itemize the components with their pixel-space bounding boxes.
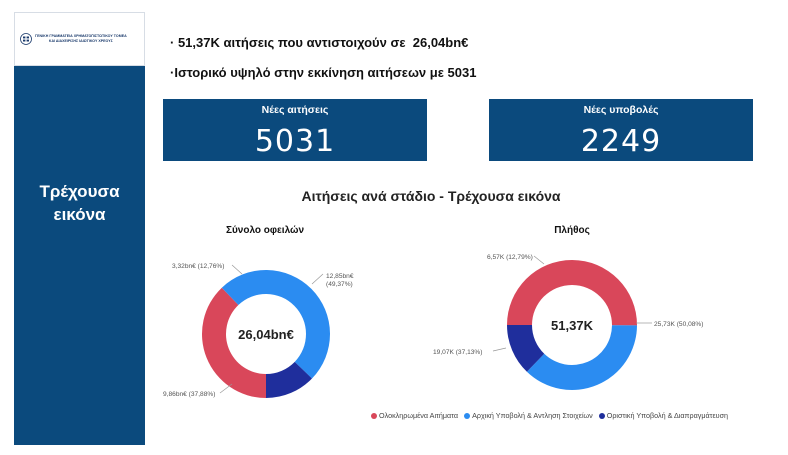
- highlight-line-1: · 51,37K αιτήσεις που αντιστοιχούν σε 26…: [170, 35, 469, 50]
- chart-legend: Ολοκληρωμένα Αιτήματα Αρχική Υποβολή & Α…: [371, 411, 728, 420]
- donut-slice-final[interactable]: [266, 361, 312, 398]
- sidebar-title-line-1: Τρέχουσα: [39, 182, 120, 201]
- legend-label-final: Οριστική Υποβολή & Διαπραγμάτευση: [606, 411, 729, 420]
- donut-slice-completed[interactable]: [507, 260, 637, 326]
- legend-dot-red-icon: [371, 412, 377, 419]
- leader-line-final: [231, 264, 243, 275]
- donut-slice-final[interactable]: [507, 325, 545, 372]
- donut-chart-debt: 26,04bn€ 9,86bn€ (37,88%) 12,85bn€ (49,37%)…: [163, 263, 354, 398]
- logo-line-1: ΓΕΝΙΚΗ ΓΡΑΜΜΑΤΕΙΑ ΧΡΗΜΑΤΟΠΙΣΤΩΤΙΚΟΥ ΤΟΜΕ…: [35, 34, 127, 39]
- highlight-line-2: ·Ιστορικό υψηλό στην εκκίνηση αιτήσεων μ…: [170, 65, 477, 80]
- chart-title-count: Πλήθος: [554, 225, 590, 236]
- legend-label-initial: Αρχική Υποβολή & Αντληση Στοιχείων: [472, 411, 593, 420]
- sidebar-title: Τρέχουσα εικόνα: [14, 180, 145, 226]
- donut-slice-initial[interactable]: [526, 325, 637, 391]
- donut-center-label: 26,04bn€: [238, 327, 294, 342]
- leader-line-initial: [492, 347, 507, 352]
- leader-line-completed: [219, 383, 233, 394]
- data-label-initial: 12,85bn€ (49,37%): [326, 273, 354, 288]
- donut-center-label: 51,37K: [551, 318, 594, 333]
- chart-title-debt: Σύνολο οφειλών: [225, 225, 305, 236]
- kpi-new-submissions: Νέες υποβολές 2249: [489, 99, 753, 161]
- legend-item-final: Οριστική Υποβολή & Διαπραγμάτευση: [598, 411, 729, 420]
- kpi-new-submissions-label: Νέες υποβολές: [583, 104, 659, 116]
- section-title: Αιτήσεις ανά στάδιο - Τρέχουσα εικόνα: [301, 188, 561, 204]
- legend-item-initial: Αρχική Υποβολή & Αντληση Στοιχείων: [464, 411, 593, 420]
- legend-label-completed: Ολοκληρωμένα Αιτήματα: [379, 411, 459, 420]
- data-label-initial: 19,07K (37,13%): [433, 349, 483, 356]
- data-label-final: 6,57K (12,79%): [487, 254, 533, 261]
- leader-line-final: [533, 255, 545, 265]
- data-label-final: 3,32bn€ (12,76%): [172, 263, 224, 270]
- ministry-logo: ΓΕΝΙΚΗ ΓΡΑΜΜΑΤΕΙΑ ΧΡΗΜΑΤΟΠΙΣΤΩΤΙΚΟΥ ΤΟΜΕ…: [14, 12, 145, 66]
- kpi-new-submissions-value: 2249: [580, 124, 662, 159]
- sidebar-title-line-2: εικόνα: [53, 205, 106, 224]
- donut-chart-count: 51,37K 25,73K (50,08%) 19,07K (37,13%) 6,57…: [433, 254, 704, 391]
- data-label-completed: 9,86bn€ (37,88%): [163, 391, 215, 398]
- legend-dot-blue-icon: [464, 412, 471, 419]
- data-label-completed: 25,73K (50,08%): [654, 321, 704, 328]
- greek-emblem-icon: [20, 33, 32, 45]
- kpi-new-applications: Νέες αιτήσεις 5031: [163, 99, 427, 161]
- leader-line-initial: [311, 273, 324, 285]
- logo-line-2: ΚΑΙ ΔΙΑΧΕΙΡΙΣΗΣ ΙΔΙΩΤΙΚΟΥ ΧΡΕΟΥΣ: [48, 39, 113, 43]
- ministry-logo-text: ΓΕΝΙΚΗ ΓΡΑΜΜΑΤΕΙΑ ΧΡΗΜΑΤΟΠΙΣΤΩΤΙΚΟΥ ΤΟΜΕ…: [35, 34, 127, 43]
- donut-slice-completed[interactable]: [202, 287, 266, 398]
- sidebar: ΓΕΝΙΚΗ ΓΡΑΜΜΑΤΕΙΑ ΧΡΗΜΑΤΟΠΙΣΤΩΤΙΚΟΥ ΤΟΜΕ…: [14, 12, 145, 445]
- kpi-new-applications-value: 5031: [254, 124, 336, 159]
- kpi-new-applications-label: Νέες αιτήσεις: [261, 104, 329, 116]
- legend-dot-darkblue-icon: [598, 412, 605, 419]
- donut-slice-initial[interactable]: [221, 270, 330, 379]
- legend-item-completed: Ολοκληρωμένα Αιτήματα: [371, 411, 458, 420]
